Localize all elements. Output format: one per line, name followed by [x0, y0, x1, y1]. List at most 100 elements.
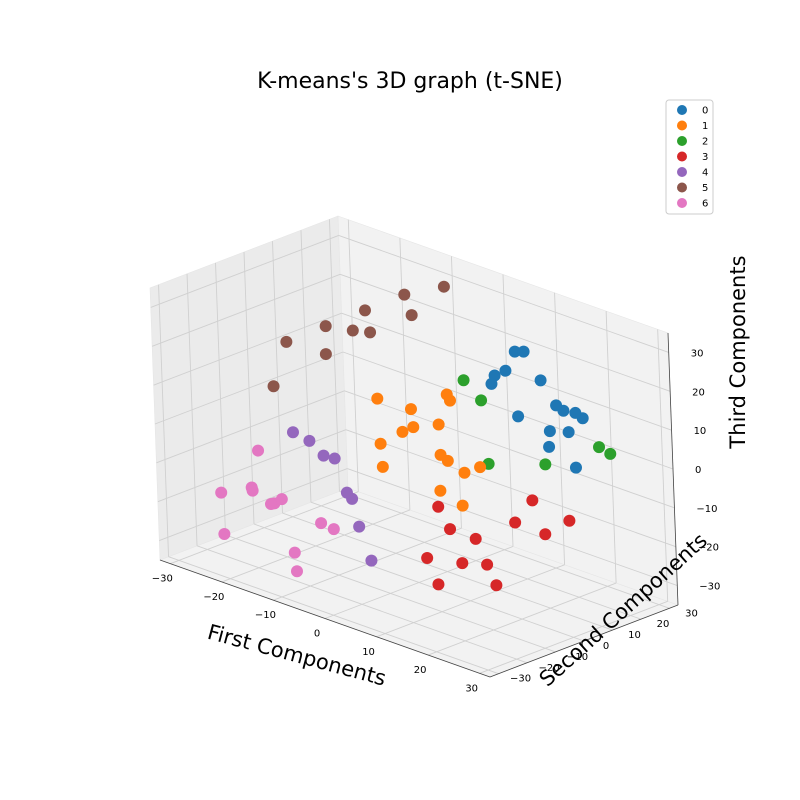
legend-marker-3: [677, 151, 687, 162]
legend-label-3: 3: [702, 152, 708, 163]
data-point: [444, 394, 457, 407]
y-grid-left: [300, 230, 312, 503]
data-point: [376, 460, 389, 473]
legend-marker-0: [677, 105, 687, 115]
y-grid-left: [329, 219, 340, 492]
y-tick-label: −20: [538, 663, 559, 674]
y-tick-label: −30: [510, 674, 531, 685]
data-point: [569, 406, 582, 419]
z-grid-left: [151, 273, 341, 347]
data-point: [286, 426, 299, 439]
legend-label-1: 1: [702, 121, 708, 132]
data-point: [517, 345, 530, 358]
data-point: [437, 280, 450, 293]
data-point: [267, 380, 280, 393]
data-point: [358, 304, 371, 317]
legend-marker-2: [677, 136, 687, 146]
data-point: [526, 494, 539, 507]
z-tick-label: 30: [691, 348, 704, 359]
x-grid-back: [657, 329, 669, 602]
data-point: [444, 523, 457, 536]
data-point: [539, 528, 552, 541]
data-point: [290, 565, 303, 578]
data-point: [434, 448, 447, 461]
data-point: [604, 447, 617, 460]
x-grid-back: [605, 311, 617, 584]
z-tick-label: −20: [698, 543, 719, 554]
x-tick-label: 10: [362, 647, 375, 658]
x-grid-back: [554, 292, 566, 565]
data-point: [432, 500, 445, 513]
data-point: [509, 516, 522, 529]
data-point: [246, 484, 259, 497]
data-point: [456, 499, 469, 512]
y-axis-line: [489, 604, 679, 678]
legend-marker-6: [677, 198, 687, 208]
data-point: [458, 466, 471, 479]
data-point: [252, 444, 265, 457]
y-grid-floor: [339, 490, 670, 609]
y-tick-label: 10: [628, 630, 641, 641]
chart-title: K-means's 3D graph (t-SNE): [257, 69, 563, 94]
x-grid-floor: [479, 600, 668, 674]
data-points: [215, 280, 617, 592]
z-tick-label: −30: [699, 582, 720, 593]
data-point: [315, 517, 328, 530]
data-point: [512, 410, 525, 423]
data-point: [475, 394, 488, 407]
data-point: [508, 345, 521, 358]
x-tick-label: −30: [152, 574, 173, 585]
z-tick-label: −10: [696, 504, 717, 515]
data-point: [371, 392, 384, 405]
x-axis-line: [159, 559, 491, 678]
legend: 0 1 2 3 4 5 6: [665, 99, 714, 215]
data-point: [543, 440, 556, 453]
data-point: [317, 449, 330, 462]
data-point: [456, 557, 469, 570]
y-tick-label: 0: [603, 641, 609, 652]
data-point: [364, 326, 377, 339]
legend-label-2: 2: [702, 137, 708, 148]
data-point: [543, 425, 556, 438]
z-axis-label: Third Components: [726, 255, 750, 449]
y-tick-label: −10: [567, 652, 588, 663]
data-point: [398, 288, 411, 301]
data-point: [396, 425, 409, 438]
x-tick-label: 30: [465, 683, 478, 694]
data-point: [374, 437, 387, 450]
data-point: [457, 374, 470, 387]
data-point: [421, 552, 434, 565]
data-point: [275, 493, 288, 506]
y-tick-label: 30: [685, 608, 698, 619]
legend-label-6: 6: [702, 199, 708, 210]
x-tick-label: −20: [203, 592, 224, 603]
legend-label-5: 5: [702, 183, 708, 194]
data-point: [265, 498, 278, 511]
tick-labels: −30 −30 −30 −20 −20 −20 −10 −10 −10 0 0 0 10 10 10 20 20…: [152, 348, 721, 694]
y-grid-floor: [253, 523, 585, 642]
data-point: [328, 452, 341, 465]
data-point: [280, 335, 293, 348]
data-point: [562, 426, 575, 439]
data-point: [432, 578, 445, 591]
z-grid-left: [154, 351, 344, 425]
data-point: [407, 421, 420, 434]
z-grid-back: [342, 351, 674, 470]
x-tick-label: 20: [414, 665, 427, 676]
y-tick-label: 20: [657, 619, 670, 630]
data-point: [327, 523, 340, 536]
x-grid-floor: [376, 564, 565, 638]
data-point: [550, 399, 563, 412]
data-point: [346, 324, 359, 337]
z-grid-left: [153, 312, 342, 386]
data-point: [218, 527, 231, 540]
z-grid-back: [338, 235, 669, 353]
data-point: [404, 403, 417, 416]
z-tick-label: 10: [694, 426, 707, 437]
data-point: [481, 558, 494, 571]
z-tick-label: 0: [695, 465, 701, 476]
x-tick-label: −10: [255, 610, 276, 621]
z-tick-label: 20: [692, 387, 705, 398]
data-point: [365, 554, 378, 567]
